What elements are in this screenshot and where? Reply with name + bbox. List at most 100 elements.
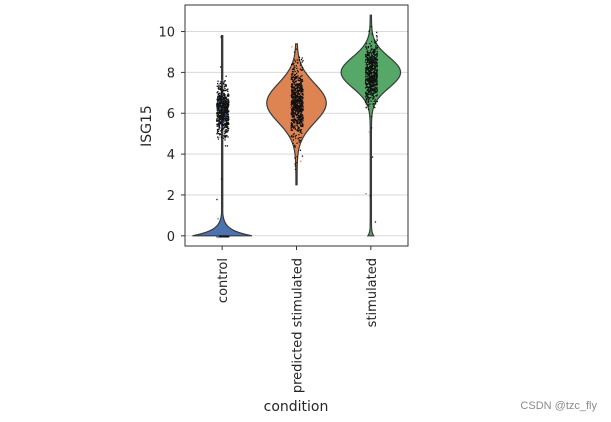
strip-point [218,116,220,118]
strip-point [375,60,377,62]
strip-point [369,65,371,67]
strip-point [367,96,369,98]
strip-point [219,119,221,121]
strip-point [366,48,368,50]
strip-point [368,78,370,81]
strip-point [222,137,224,139]
strip-point [375,56,378,58]
strip-point [296,93,298,95]
strip-point [371,53,374,55]
strip-point [371,84,373,86]
strip-point [373,84,375,86]
strip-point [226,113,228,115]
strip-point [364,82,367,84]
strip-point [292,68,295,70]
strip-point [291,73,293,75]
strip-point [217,91,219,93]
strip-point [216,131,219,133]
strip-point [368,95,370,97]
strip-point [371,52,373,54]
strip-point [291,116,293,118]
strip-point [217,107,219,110]
strip-point [367,83,369,85]
strip-point [298,56,301,58]
strip-point [376,64,378,66]
strip-point [220,120,223,122]
strip-point [299,86,301,88]
strip-point [301,112,304,114]
strip-point [368,70,370,72]
strip-point [216,109,219,111]
strip-point [216,128,219,131]
strip-point [299,64,302,66]
strip-point [218,123,221,125]
strip-point [368,59,370,62]
strip-point [375,35,378,37]
strip-point [366,83,368,85]
strip-point [372,71,374,73]
strip-point [292,136,294,138]
strip-point [374,42,377,44]
strip-point [365,70,367,72]
strip-point [300,113,302,115]
strip-point [221,101,223,103]
strip-point [370,53,372,55]
strip-point [217,93,219,95]
strip-point [300,85,302,87]
strip-point [300,98,302,101]
strip-point [374,57,376,59]
strip-point [218,126,220,129]
strip-point [216,125,218,127]
strip-point [228,103,230,106]
strip-point [299,97,301,99]
strip-point [291,86,293,88]
strip-point [224,100,227,102]
strip-point [370,74,372,76]
strip-point [224,126,226,128]
strip-point [370,45,372,47]
strip-point [296,70,299,72]
strip-point [369,93,372,95]
strip-point [300,118,302,120]
strip-point [223,103,225,105]
strip-point [295,162,297,164]
strip-point [227,102,229,104]
strip-point [226,102,228,104]
strip-point [294,110,296,112]
strip-point [222,96,224,98]
strip-point [366,71,369,73]
strip-point [293,84,295,87]
strip-point [292,102,294,104]
strip-point [295,113,297,116]
strip-point [227,119,229,121]
strip-point [299,93,301,95]
strip-point [298,141,300,143]
strip-point [371,94,373,96]
strip-point [369,90,371,92]
strip-point [372,89,375,91]
strip-point [297,124,299,126]
strip-point [373,73,375,75]
strip-point [366,97,369,99]
strip-point [297,93,299,96]
strip-point [374,61,376,63]
strip-point [221,95,223,97]
y-axis-ticks: 0 2 4 6 8 10 [158,26,185,245]
strip-point [302,92,304,94]
strip-point [370,97,372,99]
strip-point [226,103,228,105]
strip-point [372,63,375,66]
strip-point [290,126,292,129]
strip-point [225,103,227,105]
violin-0 [192,35,253,237]
strip-point [367,50,369,52]
strip-point [219,103,222,105]
strip-point [371,55,373,57]
strip-point [369,43,371,45]
y-tick-label: 6 [167,107,175,122]
strip-point [220,92,223,95]
strip-point [226,130,228,132]
strip-point [297,108,300,111]
strip-point [368,93,370,96]
strip-point [291,115,293,117]
